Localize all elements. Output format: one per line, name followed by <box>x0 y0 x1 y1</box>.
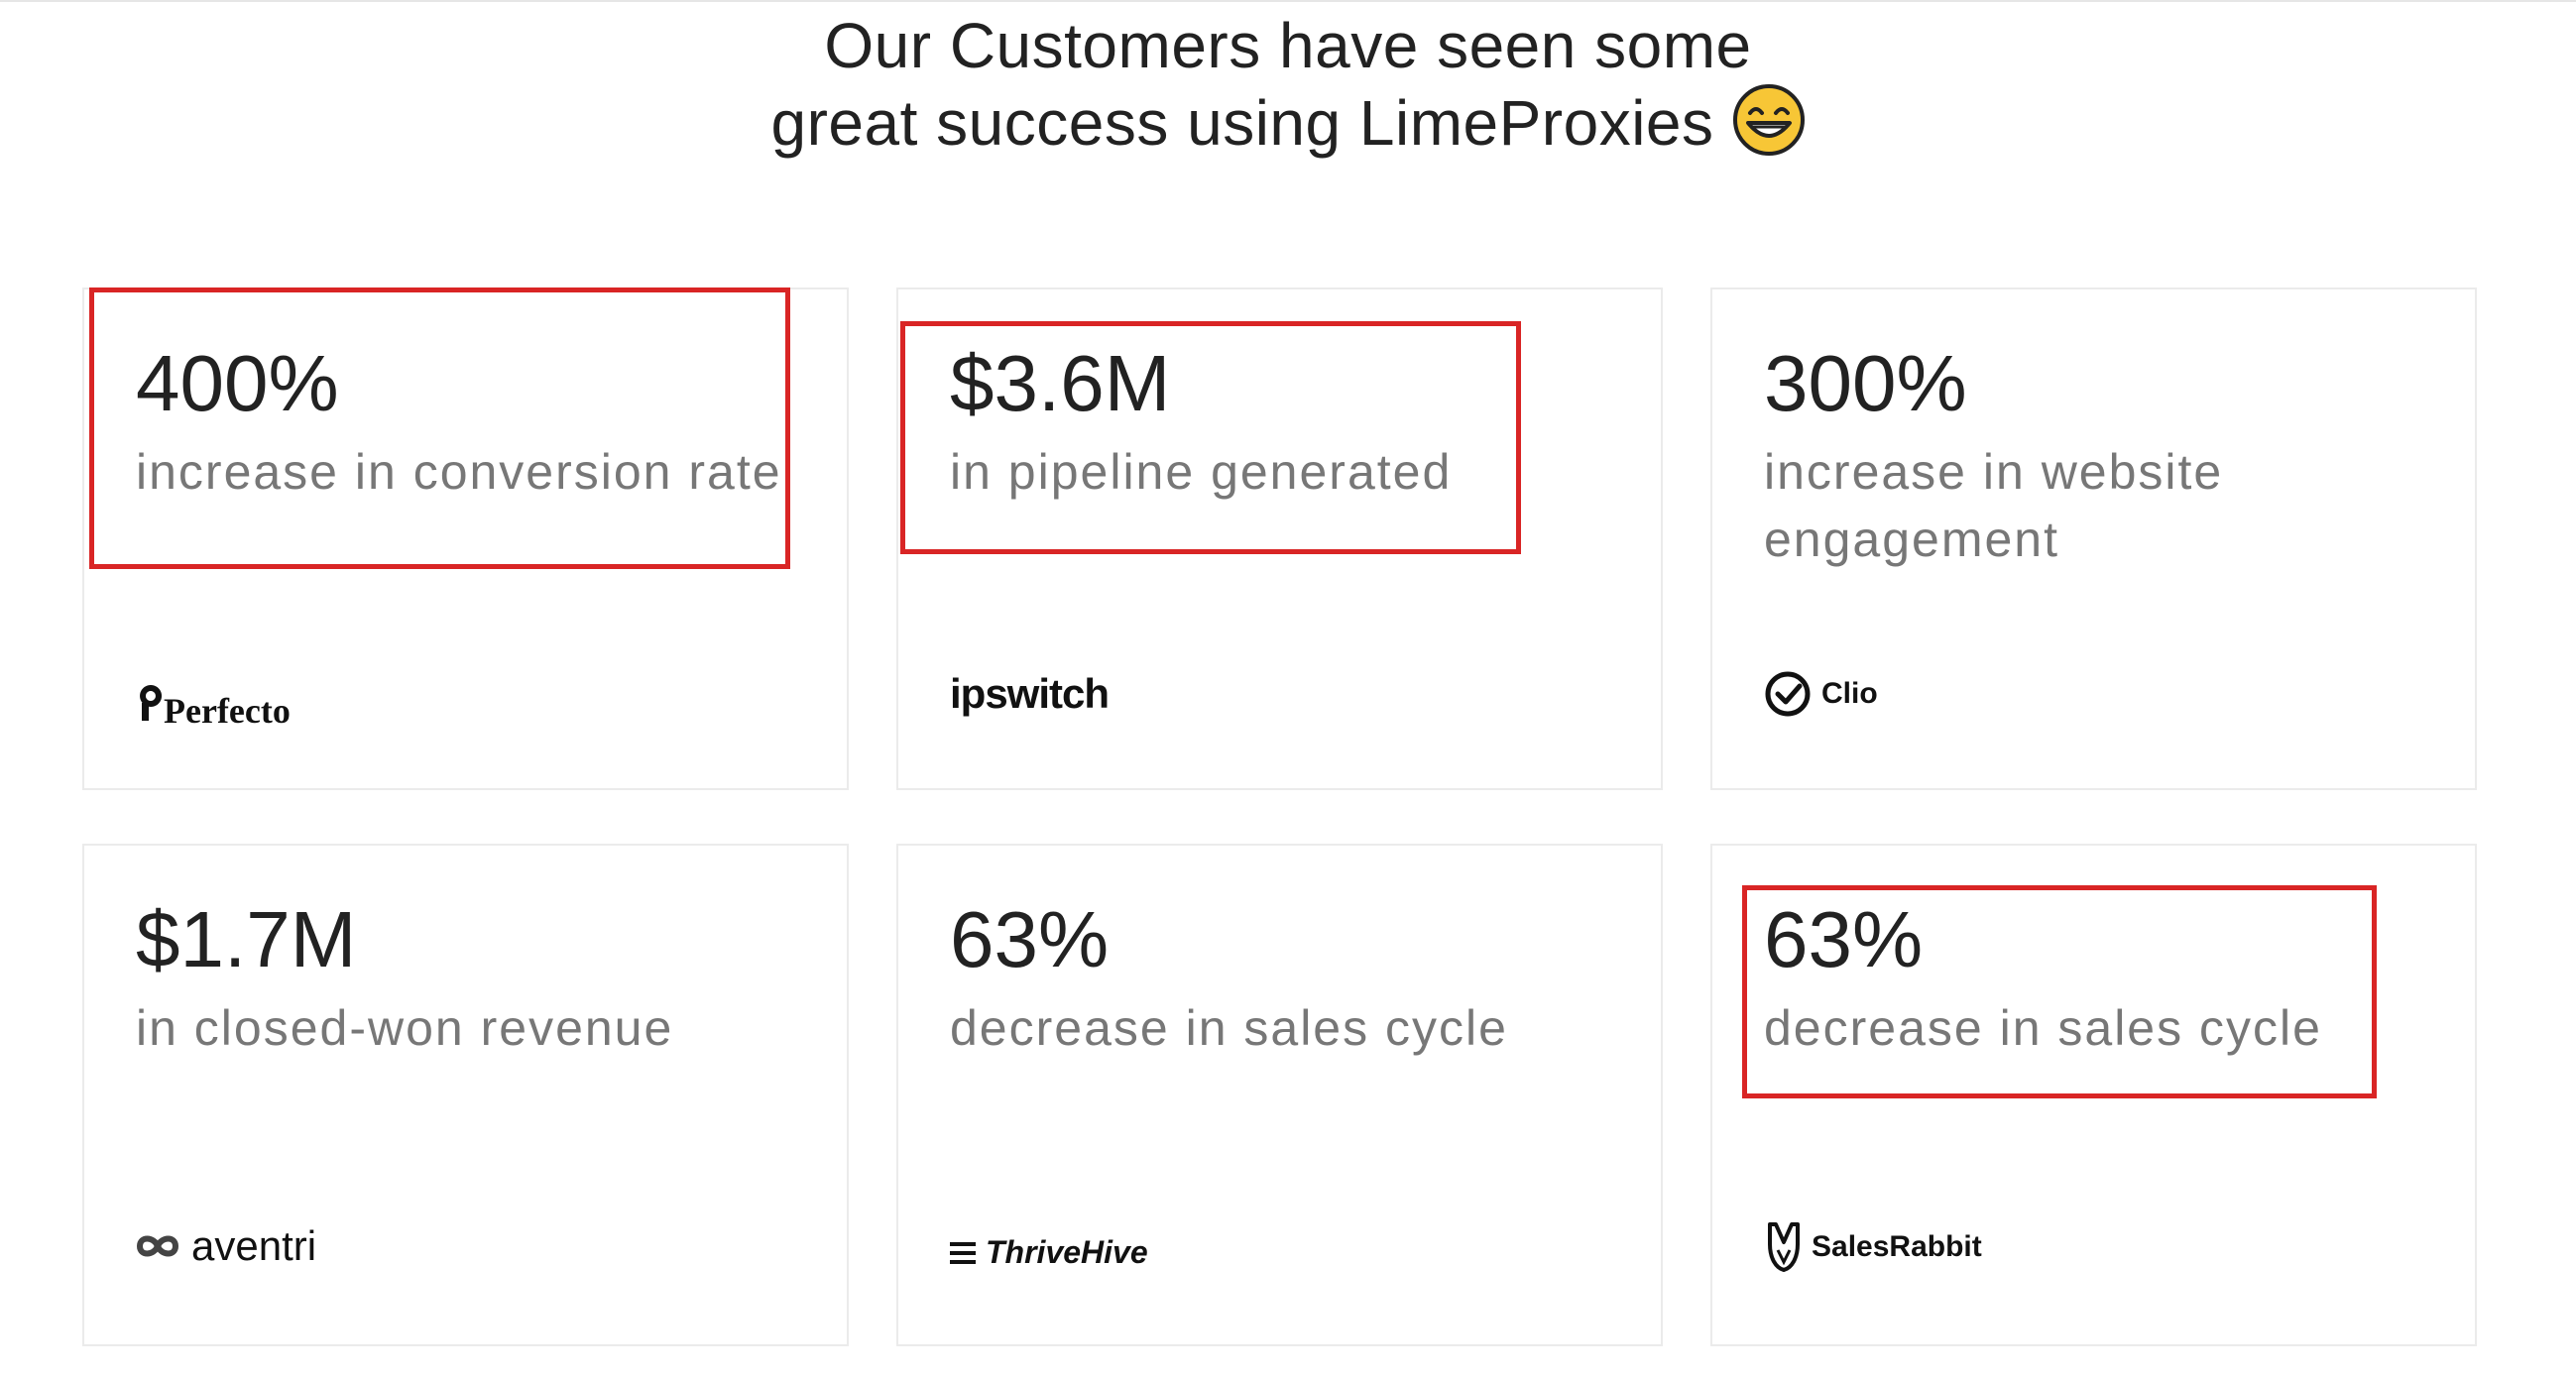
logo-text: Perfecto <box>164 691 291 731</box>
stat-metric: 300% <box>1764 339 1967 427</box>
stat-metric: 63% <box>1764 895 1924 983</box>
logo-text: aventri <box>191 1222 317 1269</box>
grinning-face-emoji-icon <box>1732 84 1805 156</box>
stat-description: in pipeline generated <box>950 444 1453 500</box>
logo-text: ThriveHive <box>986 1234 1148 1270</box>
page-headline: Our Customers have seen some great succe… <box>0 8 2576 161</box>
salesrabbit-logo-icon: SalesRabbit <box>1764 1220 1982 1274</box>
thrivehive-logo-icon: ThriveHive <box>950 1234 1148 1271</box>
stat-description: increase in conversion rate <box>136 444 782 500</box>
logo-text: Clio <box>1821 677 1878 710</box>
stat-card-perfecto: 400% increase in conversion rate Perfect… <box>82 287 849 790</box>
stat-metric: 63% <box>950 895 1110 983</box>
stat-description: increase in website engagement <box>1764 444 2224 567</box>
stat-card-clio: 300% increase in website engagement Clio <box>1710 287 2477 790</box>
headline-line-2: great success using LimeProxies <box>0 83 2576 161</box>
headline-line-1: Our Customers have seen some <box>824 10 1752 81</box>
stat-card-aventri: $1.7M in closed-won revenue aventri <box>82 844 849 1346</box>
stat-description: in closed-won revenue <box>136 1000 674 1056</box>
logo-text: SalesRabbit <box>1812 1230 1982 1263</box>
stat-card-salesrabbit: 63% decrease in sales cycle SalesRabbit <box>1710 844 2477 1346</box>
aventri-logo-icon: aventri <box>136 1222 316 1270</box>
clio-logo-icon: Clio <box>1764 670 1878 718</box>
headline-line-2-text: great success using LimeProxies <box>770 87 1714 159</box>
top-divider <box>0 0 2576 2</box>
perfecto-logo-icon: Perfecto <box>136 674 291 732</box>
stat-card-ipswitch: $3.6M in pipeline generated ipswitch <box>896 287 1663 790</box>
stat-metric: 400% <box>136 339 339 427</box>
logo-text: ipswitch <box>950 670 1110 717</box>
stat-description: decrease in sales cycle <box>1764 1000 2322 1056</box>
stat-metric: $1.7M <box>136 895 357 983</box>
stat-description: decrease in sales cycle <box>950 1000 1508 1056</box>
stat-card-thrivehive: 63% decrease in sales cycle ThriveHive <box>896 844 1663 1346</box>
ipswitch-logo-icon: ipswitch <box>950 670 1110 718</box>
stat-metric: $3.6M <box>950 339 1171 427</box>
